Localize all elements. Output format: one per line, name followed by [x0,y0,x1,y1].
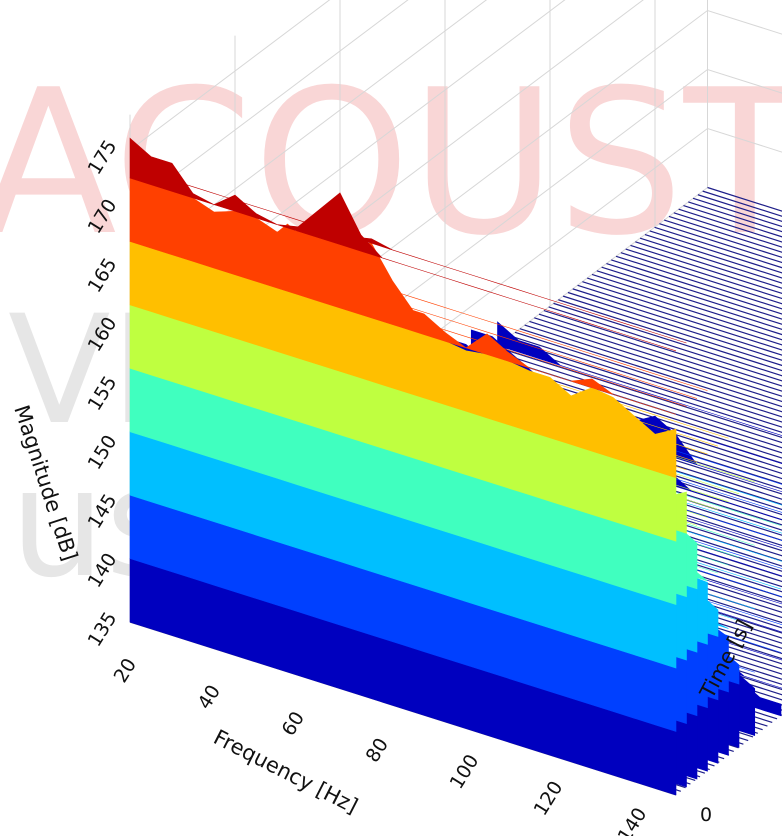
floor-slice-line [476,360,782,459]
floor-slice-line [664,219,782,259]
floor-slice-line [678,208,782,243]
floor-slice-line [582,281,782,346]
floor-slice-line [519,328,782,413]
floor-slice-line [654,226,782,269]
slice-band [497,321,782,436]
floor-slice-line [668,215,782,253]
floor-slice-line [514,331,782,418]
floor-slice-line [510,335,782,423]
y-tick-label: 0 [700,804,712,826]
floor-slice-line [577,284,782,351]
floor-slice-line [490,349,782,444]
floor-slice-line [495,346,782,439]
floor-slice-line [683,205,782,238]
floor-slice-line [635,241,782,289]
floor-slice-line [562,295,782,367]
grid-line [129,0,488,269]
floor-slice-line [615,255,782,310]
grid-line [129,0,331,151]
floor-slice-line [620,252,782,305]
grid-line [129,0,566,328]
x-tick-label: 60 [278,708,309,740]
floor-slice-line [543,310,782,387]
x-tick-label: 100 [446,751,484,793]
x-axis-label: Frequency [Hz] [210,725,362,818]
watermark-line-1: ACOUST [0,47,782,280]
floor-slice-line [688,201,782,233]
x-tick-label: 80 [362,734,393,766]
floor-slice-line [524,324,782,408]
floor-slice-line [481,357,782,454]
floor-slice-line [558,299,782,372]
waterfall-surface [129,137,782,796]
floor-slice-line [534,317,782,397]
floor-slice-line [601,266,782,325]
floor-slice-line [587,277,782,341]
floor-slice-line [500,342,782,433]
floor-slice-line [548,306,782,382]
floor-slice-line [649,230,782,274]
floor-slice-line [553,302,782,377]
floor-slice-line [529,320,782,403]
floor-slice-line [644,233,782,279]
floor-slice-line [538,313,782,392]
floor-slice-line [567,291,782,361]
floor-slice-line [505,339,782,428]
floor-slice-line [611,259,782,315]
grid-line [129,0,409,210]
floor-slice-line [673,212,782,248]
floor-slice-line [606,262,782,320]
floor-slice-line [659,223,782,264]
x-tick-label: 40 [194,681,225,713]
floor-slice-line [572,288,782,356]
x-tick-label: 140 [614,804,652,836]
x-tick-label: 120 [530,777,568,819]
floor-slice-line [625,248,782,300]
floor-slice-line [591,273,782,336]
z-tick-label: 135 [84,608,122,650]
floor-slice-line [630,244,782,295]
floor-slice-line [639,237,782,284]
slice-band [129,137,677,352]
floor-slice-line [596,270,782,331]
x-tick-label: 20 [110,654,141,686]
